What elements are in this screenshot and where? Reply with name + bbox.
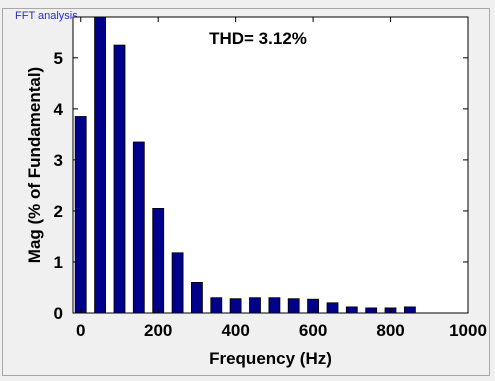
bar-50hz — [94, 16, 106, 314]
bar-700hz — [345, 306, 358, 314]
y-tick-label: 1 — [54, 253, 63, 272]
y-tick-label: 4 — [54, 100, 64, 119]
bars-group — [74, 16, 416, 314]
bar-550hz — [287, 298, 300, 314]
x-tick-label: 800 — [376, 321, 404, 340]
bar-300hz — [190, 281, 203, 314]
y-tick-label: 0 — [54, 304, 63, 323]
panel-title: FFT analysis — [13, 9, 80, 23]
x-tick-label: 200 — [144, 321, 172, 340]
bar-350hz — [210, 297, 223, 314]
y-axis-label: Mag (% of Fundamental) — [25, 67, 44, 263]
bar-750hz — [365, 307, 378, 314]
x-tick-label: 600 — [299, 321, 327, 340]
bar-250hz — [171, 252, 184, 314]
bar-450hz — [249, 297, 261, 314]
chart-title: THD= 3.12% — [209, 29, 307, 48]
x-axis-label: Frequency (Hz) — [209, 349, 332, 368]
y-ticks-group: 0 1 2 3 4 5 — [54, 49, 468, 323]
bar-200hz — [152, 207, 165, 314]
x-tick-label: 1000 — [449, 321, 487, 340]
x-tick-label: 400 — [221, 321, 249, 340]
bar-0hz — [74, 116, 87, 314]
bar-650hz — [326, 302, 339, 314]
x-tick-label: 0 — [76, 321, 85, 340]
plot-area — [72, 16, 469, 314]
bar-500hz — [268, 297, 281, 314]
bar-850hz — [403, 306, 416, 314]
y-tick-label: 2 — [54, 202, 63, 221]
y-tick-label: 3 — [54, 151, 63, 170]
bar-100hz — [113, 44, 126, 314]
y-tick-label: 5 — [54, 49, 63, 68]
bar-150hz — [132, 141, 145, 314]
x-ticks-group: 0 200 400 600 800 1000 — [76, 17, 487, 340]
